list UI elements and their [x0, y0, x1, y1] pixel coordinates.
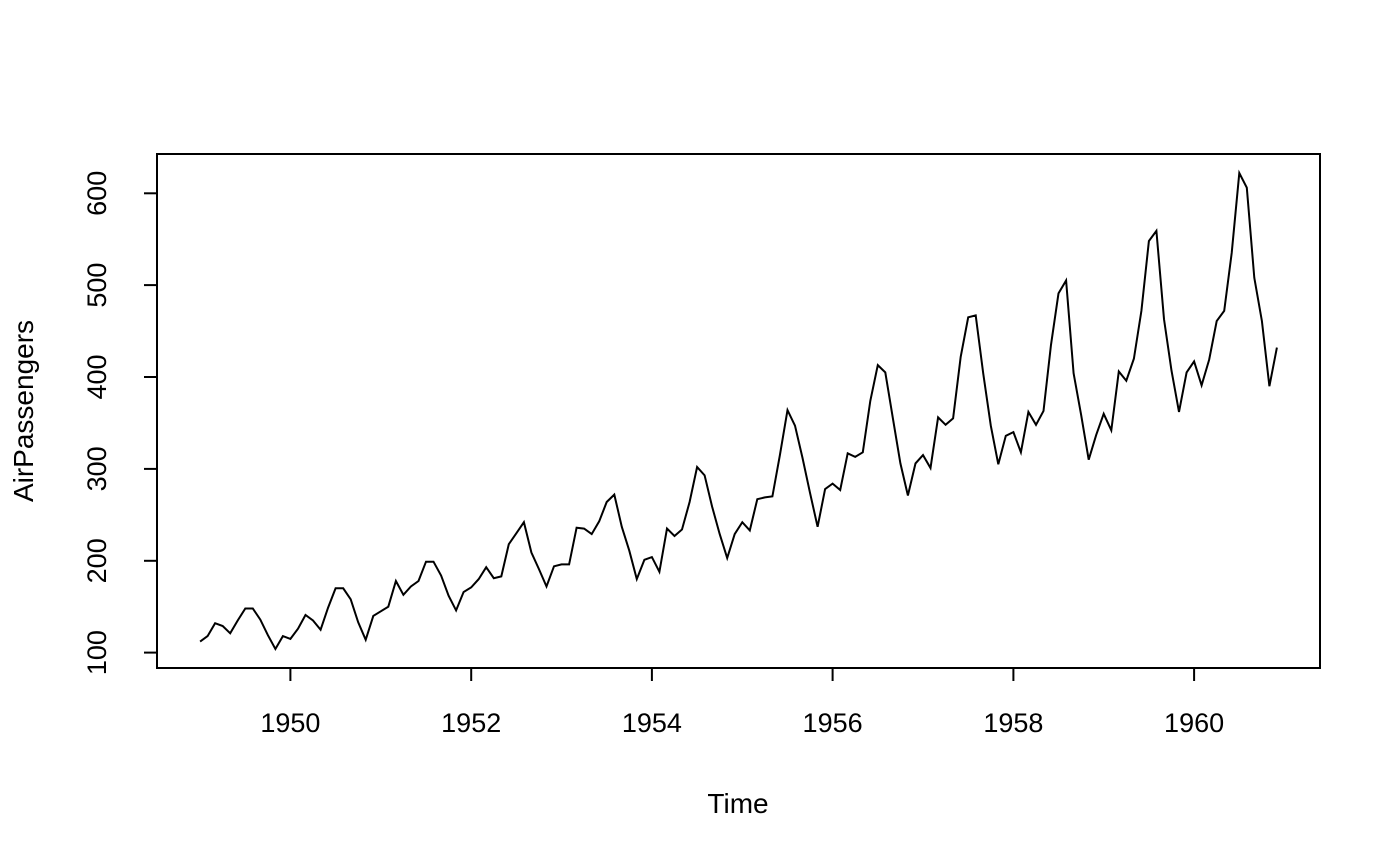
plot-border [156, 153, 1321, 669]
y-tick-label: 200 [82, 538, 112, 583]
y-tick-label: 600 [82, 171, 112, 216]
x-tick-label: 1954 [622, 708, 682, 738]
x-tick-label: 1950 [260, 708, 320, 738]
x-tick-label: 1956 [803, 708, 863, 738]
y-tick-label: 400 [82, 354, 112, 399]
x-tick-label: 1960 [1164, 708, 1224, 738]
x-axis: 1950 1952 1954 1956 1958 1960 [260, 668, 1224, 738]
series-line-group [199, 169, 1278, 652]
y-axis: 100 200 300 400 500 600 [82, 171, 157, 675]
y-tick-label: 100 [82, 630, 112, 675]
y-tick-label: 300 [82, 446, 112, 491]
series-line-airpassengers [199, 169, 1278, 652]
x-axis-title: Time [707, 788, 768, 819]
x-tick-label: 1958 [983, 708, 1043, 738]
y-axis-title: AirPassengers [8, 320, 39, 502]
x-tick-label: 1952 [441, 708, 501, 738]
y-tick-label: 500 [82, 263, 112, 308]
